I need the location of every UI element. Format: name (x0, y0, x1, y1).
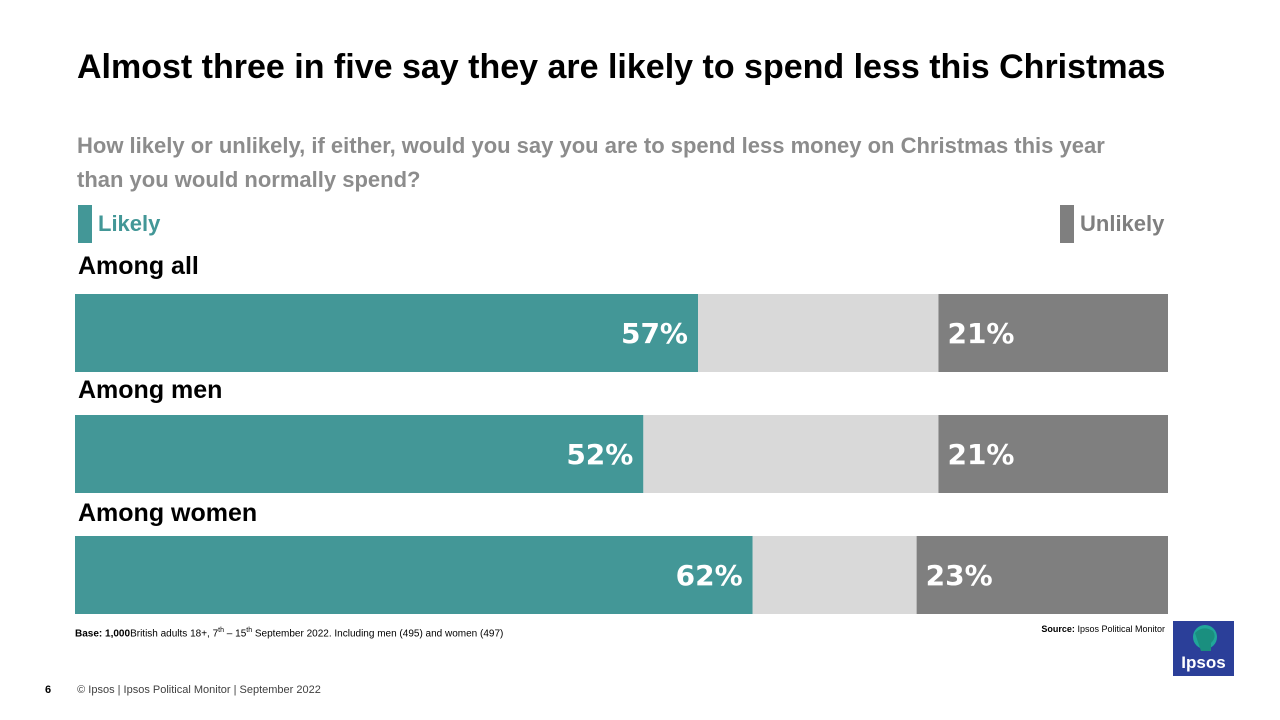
base-label: Base: (75, 628, 103, 640)
legend-unlikely-label: Unlikely (1080, 211, 1165, 236)
bar-neutral-among-men (643, 415, 939, 493)
base-count: 1,000 (105, 628, 131, 640)
data-label-likely-among-women: 62% (676, 559, 743, 592)
legend-likely-label: Likely (98, 211, 161, 236)
logo-head-icon (1193, 625, 1217, 651)
logo-text: Ipsos (1181, 653, 1226, 672)
legend-likely-swatch (78, 205, 92, 243)
data-label-unlikely-among-women: 23% (926, 559, 993, 592)
source-text: Ipsos Political Monitor (1077, 624, 1165, 634)
category-label-among-all: Among all (78, 252, 199, 280)
base-text-3: September 2022. Including men (495) and … (252, 628, 504, 640)
slide-subtitle: How likely or unlikely, if either, would… (77, 133, 1105, 192)
base-sup-2: th (246, 627, 253, 634)
page-number: 6 (45, 684, 52, 696)
bar-likely-among-all (75, 294, 699, 372)
bar-unlikely-among-women (916, 536, 1168, 614)
legend-unlikely: Unlikely (1060, 205, 1164, 243)
category-label-among-women: Among women (78, 499, 257, 527)
source-label: Source: (1041, 624, 1075, 634)
footer: 6 © Ipsos | Ipsos Political Monitor | Se… (45, 684, 321, 696)
category-label-among-men: Among men (78, 376, 222, 404)
slide-title: Almost three in five say they are likely… (77, 48, 1166, 86)
bar-neutral-among-women (752, 536, 917, 614)
bar-unlikely-among-all (938, 294, 1168, 372)
data-label-unlikely-among-men: 21% (947, 438, 1014, 471)
bar-likely-among-men (75, 415, 644, 493)
footer-copyright: © Ipsos | Ipsos Political Monitor | Sept… (77, 684, 321, 696)
base-text-1: British adults 18+, 7 (130, 628, 219, 640)
data-label-likely-among-all: 57% (621, 317, 688, 350)
base-text-2: – 15 (224, 628, 247, 640)
source-note: Source: Ipsos Political Monitor (1041, 624, 1165, 634)
legend-unlikely-swatch (1060, 205, 1074, 243)
data-label-likely-among-men: 52% (566, 438, 633, 471)
bar-neutral-among-all (698, 294, 939, 372)
base-sup-1: th (218, 627, 225, 634)
base-note: Base: 1,000British adults 18+, 7th – 15t… (75, 627, 503, 639)
ipsos-logo: Ipsos (1173, 621, 1234, 676)
data-label-unlikely-among-all: 21% (947, 317, 1014, 350)
legend-likely: Likely (78, 205, 160, 243)
bar-unlikely-among-men (938, 415, 1168, 493)
bar-likely-among-women (75, 536, 753, 614)
